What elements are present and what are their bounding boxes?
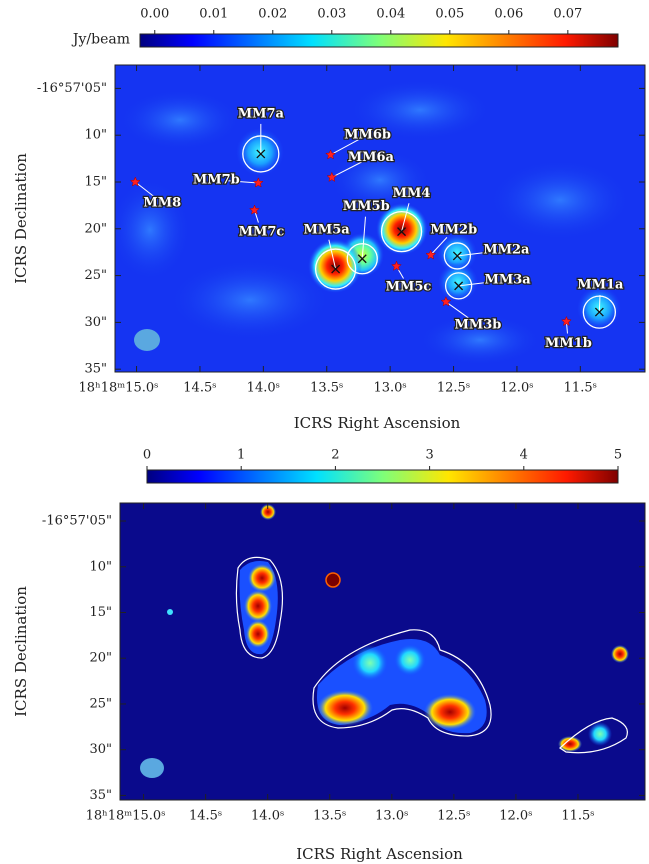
source-label: MM8 xyxy=(143,195,181,210)
source-label: MM7b xyxy=(193,172,240,187)
source-label: MM6b xyxy=(344,127,391,142)
y-tick-label: 35" xyxy=(89,788,112,803)
x-tick-label: 18ʰ18ᵐ15.0ˢ xyxy=(79,381,159,396)
colorbar-label: Jy/beam xyxy=(71,32,130,48)
colorbar-tick-label: 5 xyxy=(614,448,622,463)
source-label: MM2a xyxy=(483,242,530,257)
x-tick-label: 13.0ˢ xyxy=(373,381,406,396)
y-axis-label: ICRS Declination xyxy=(12,586,30,717)
colorbar-tick-label: 0.00 xyxy=(140,7,169,22)
x-tick-label: 14.0ˢ xyxy=(251,809,284,824)
x-tick-label: 12.0ˢ xyxy=(499,809,532,824)
y-tick-label: 15" xyxy=(84,174,107,189)
leader-line xyxy=(599,295,600,312)
colorbar-tick-label: 0.02 xyxy=(258,7,287,22)
source-label: MM5c xyxy=(386,280,432,295)
y-tick-label: -16°57'05" xyxy=(42,514,112,529)
x-tick-label: 18ʰ18ᵐ15.0ˢ xyxy=(86,809,166,824)
source-label: MM6a xyxy=(348,150,395,165)
image-panel xyxy=(120,503,645,800)
y-tick-label: -16°57'05" xyxy=(37,81,107,96)
figure: 18ʰ18ᵐ15.0ˢ 14.5ˢ 14.0ˢ 13.5ˢ 13.0ˢ 12.5ˢ 12.0… xyxy=(0,0,649,864)
y-tick-label: 25" xyxy=(89,696,112,711)
source-label: MM1a xyxy=(577,278,624,293)
colorbar-tick-label: 4 xyxy=(520,448,528,463)
colorbar-tick-label: 0 xyxy=(143,448,151,463)
y-tick-label: 30" xyxy=(89,742,112,757)
x-tick-label: 14.5ˢ xyxy=(183,381,216,396)
x-tick-label: 12.0ˢ xyxy=(500,381,533,396)
source-label: MM3a xyxy=(484,272,531,287)
x-axis-label: ICRS Right Ascension xyxy=(296,845,463,863)
image-panel xyxy=(110,65,645,372)
source-label: MM5a xyxy=(303,223,350,238)
colorbar-tick-label: 2 xyxy=(331,448,339,463)
y-tick-label: 10" xyxy=(89,559,112,574)
x-tick-label: 11.5ˢ xyxy=(564,381,597,396)
colorbar xyxy=(140,34,618,47)
y-tick-label: 30" xyxy=(84,315,107,330)
colorbar-tick-label: 0.01 xyxy=(199,7,228,22)
source-label: MM4 xyxy=(393,186,431,201)
colorbar-tick-label: 0.05 xyxy=(435,7,464,22)
y-tick-label: 20" xyxy=(84,221,107,236)
colorbar-tick-label: 0.06 xyxy=(494,7,523,22)
y-tick-label: 20" xyxy=(89,651,112,666)
colorbar-tick-label: 3 xyxy=(425,448,433,463)
source-label: MM2b xyxy=(430,223,477,238)
source-label: MM7a xyxy=(238,106,285,121)
y-tick-label: 35" xyxy=(84,362,107,377)
source-label: MM1b xyxy=(545,336,592,351)
source-label: MM3b xyxy=(454,317,501,332)
source-label: MM5b xyxy=(343,199,390,214)
y-tick-label: 25" xyxy=(84,268,107,283)
colorbar-tick-label: 0.03 xyxy=(317,7,346,22)
colorbar-tick-label: 0.07 xyxy=(553,7,582,22)
colorbar xyxy=(147,470,618,483)
x-tick-label: 13.5ˢ xyxy=(313,809,346,824)
x-tick-label: 14.0ˢ xyxy=(247,381,280,396)
x-axis-label: ICRS Right Ascension xyxy=(294,414,461,432)
y-tick-label: 10" xyxy=(84,128,107,143)
x-tick-label: 12.5ˢ xyxy=(437,381,470,396)
x-tick-label: 13.5ˢ xyxy=(310,381,343,396)
colorbar-tick-label: 0.04 xyxy=(376,7,405,22)
y-tick-label: 15" xyxy=(89,605,112,620)
y-axis-label: ICRS Declination xyxy=(12,153,30,284)
x-tick-label: 12.5ˢ xyxy=(437,809,470,824)
x-tick-label: 14.5ˢ xyxy=(189,809,222,824)
x-tick-label: 13.0ˢ xyxy=(375,809,408,824)
source-label: MM7c xyxy=(239,225,285,240)
colorbar-tick-label: 1 xyxy=(237,448,245,463)
x-tick-label: 11.5ˢ xyxy=(561,809,594,824)
